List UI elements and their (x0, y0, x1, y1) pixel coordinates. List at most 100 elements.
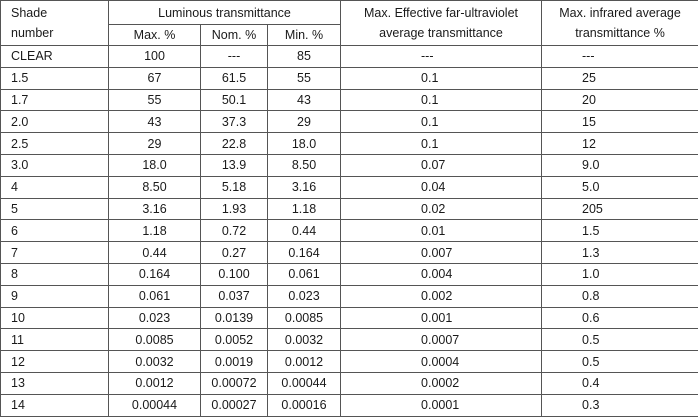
table-cell: 0.164 (266, 241, 342, 264)
table-cell: 0.100 (200, 262, 268, 286)
table-row: 5 3.16 1.93 1.18 0.02 205 (0, 197, 698, 221)
table-cell: 0.0139 (200, 306, 268, 330)
table-cell: 43 (266, 88, 342, 112)
table-cell: 67 (108, 66, 201, 90)
header-cell: Max. infrared average transmittance % (541, 0, 698, 46)
table-cell: 0.061 (108, 284, 201, 308)
table-cell: 0.023 (266, 284, 342, 308)
table-body: CLEAR 100 --- 85 --- --- 1.5 67 61.5 55 0.1 25 1.7 55… (0, 45, 698, 417)
table-cell: 15 (541, 110, 698, 134)
table-cell: 0.0085 (266, 306, 342, 330)
table-row: 2.5 29 22.8 18.0 0.1 12 (0, 132, 698, 155)
table-cell: 29 (266, 110, 342, 134)
table-cell: 0.001 (340, 306, 543, 330)
table-cell: 55 (108, 88, 201, 112)
table-cell: 13.9 (200, 153, 268, 177)
table-cell: 6 (0, 219, 109, 243)
table-cell: 11 (0, 328, 109, 352)
table-cell: 0.164 (108, 262, 201, 286)
header-cell: Nom. % (200, 24, 268, 46)
table-cell: 12 (541, 132, 698, 155)
table-row: 1.5 67 61.5 55 0.1 25 (0, 66, 698, 90)
table-cell: 0.1 (340, 132, 543, 155)
table-cell: 8.50 (266, 153, 342, 177)
table-cell: 0.0001 (340, 393, 543, 417)
table-cell: 55 (266, 66, 342, 90)
table-cell: 85 (266, 45, 342, 68)
table-cell: 5.18 (200, 175, 268, 199)
table-row: CLEAR 100 --- 85 --- --- (0, 45, 698, 68)
table-cell: 0.0004 (340, 350, 543, 373)
table-cell: 0.1 (340, 66, 543, 90)
table-cell: 0.0007 (340, 328, 543, 352)
table-cell: 0.27 (200, 241, 268, 264)
table-row: 6 1.18 0.72 0.44 0.01 1.5 (0, 219, 698, 243)
table-cell: 3.0 (0, 153, 109, 177)
table-cell: 0.8 (541, 284, 698, 308)
table-cell: 3.16 (266, 175, 342, 199)
table-cell: 13 (0, 371, 109, 395)
table-cell: --- (340, 45, 543, 68)
table-cell: 14 (0, 393, 109, 417)
table-cell: 0.002 (340, 284, 543, 308)
table-cell: CLEAR (0, 45, 109, 68)
header-row: Max. % Nom. % Min. % (1, 24, 698, 46)
table-row: 7 0.44 0.27 0.164 0.007 1.3 (0, 241, 698, 264)
table-cell: 10 (0, 306, 109, 330)
table-cell: 8 (0, 262, 109, 286)
table-cell: 0.1 (340, 88, 543, 112)
table-cell: 9.0 (541, 153, 698, 177)
table-cell: 0.0032 (266, 328, 342, 352)
table-row: 12 0.0032 0.0019 0.0012 0.0004 0.5 (0, 350, 698, 373)
table-header: Shade number Luminous transmittance Max.… (0, 0, 698, 46)
table-cell: 1.18 (266, 197, 342, 221)
table-cell: 0.00072 (200, 371, 268, 395)
table-row: 9 0.061 0.037 0.023 0.002 0.8 (0, 284, 698, 308)
table-row: 13 0.0012 0.00072 0.00044 0.0002 0.4 (0, 371, 698, 395)
table-cell: 50.1 (200, 88, 268, 112)
table-cell: 8.50 (108, 175, 201, 199)
table-cell: 18.0 (108, 153, 201, 177)
table-cell: --- (541, 45, 698, 68)
table-cell: 0.023 (108, 306, 201, 330)
header-cell: Shade number (0, 0, 109, 46)
table-cell: 0.4 (541, 371, 698, 395)
table-cell: 18.0 (266, 132, 342, 155)
table-row: 3.0 18.0 13.9 8.50 0.07 9.0 (0, 153, 698, 177)
table-row: 8 0.164 0.100 0.061 0.004 1.0 (0, 262, 698, 286)
table-cell: 0.0052 (200, 328, 268, 352)
table-cell: 9 (0, 284, 109, 308)
table-cell: 0.5 (541, 350, 698, 373)
table-cell: 0.44 (108, 241, 201, 264)
table-cell: 0.0012 (266, 350, 342, 373)
header-cell: Min. % (266, 24, 342, 46)
table-cell: 37.3 (200, 110, 268, 134)
table-cell: 0.007 (340, 241, 543, 264)
table-row: 2.0 43 37.3 29 0.1 15 (0, 110, 698, 134)
table-cell: 1.0 (541, 262, 698, 286)
table-cell: 5.0 (541, 175, 698, 199)
table-cell: 0.0012 (108, 371, 201, 395)
table-cell: 0.061 (266, 262, 342, 286)
table-cell: 0.6 (541, 306, 698, 330)
table-cell: 4 (0, 175, 109, 199)
table-cell: 1.93 (200, 197, 268, 221)
table-cell: 205 (541, 197, 698, 221)
table-cell: 1.7 (0, 88, 109, 112)
table-cell: 0.0019 (200, 350, 268, 373)
table-cell: 43 (108, 110, 201, 134)
table-cell: 0.01 (340, 219, 543, 243)
header-cell: Max. % (108, 24, 201, 46)
table-cell: 0.00044 (108, 393, 201, 417)
table-cell: 0.04 (340, 175, 543, 199)
table-cell: 5 (0, 197, 109, 221)
table-cell: 0.00044 (266, 371, 342, 395)
table-row: 4 8.50 5.18 3.16 0.04 5.0 (0, 175, 698, 199)
table-cell: 0.02 (340, 197, 543, 221)
table-cell: 25 (541, 66, 698, 90)
table-cell: 2.5 (0, 132, 109, 155)
header-cell: Luminous transmittance (107, 0, 342, 25)
table-cell: 12 (0, 350, 109, 373)
